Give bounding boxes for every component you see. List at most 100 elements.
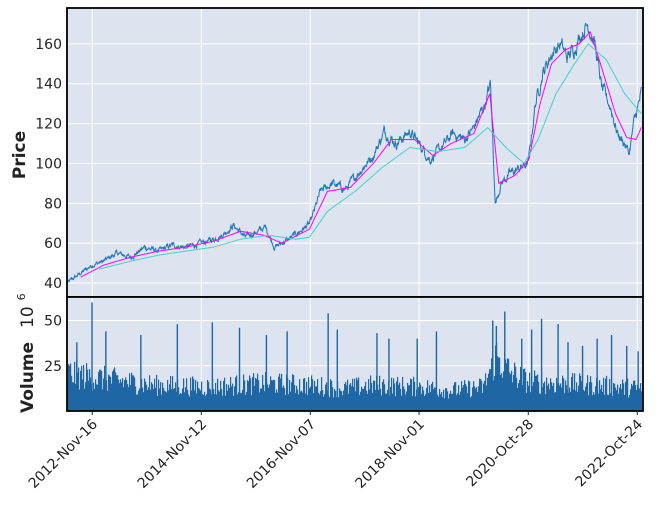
volume-bar <box>227 390 229 411</box>
volume-bar <box>483 383 485 411</box>
volume-bar <box>599 380 601 411</box>
volume-bar <box>243 374 245 411</box>
volume-bar <box>100 369 102 411</box>
volume-bar <box>129 373 131 411</box>
volume-bar <box>105 331 107 411</box>
volume-bar <box>122 378 124 411</box>
volume-bar <box>301 390 303 411</box>
volume-bar <box>224 377 226 411</box>
volume-bar <box>130 385 132 411</box>
volume-bar <box>87 369 89 411</box>
volume-bar <box>543 383 545 411</box>
volume-bar <box>455 382 457 411</box>
volume-bar <box>517 387 519 411</box>
volume-bar <box>570 391 572 411</box>
volume-bar <box>572 373 574 411</box>
volume-bar <box>479 378 481 411</box>
volume-bar <box>627 378 629 411</box>
volume-bar <box>346 385 348 411</box>
volume-bar <box>95 379 97 411</box>
volume-bar <box>380 388 382 411</box>
volume-bar <box>162 382 164 411</box>
volume-bar <box>470 397 472 411</box>
volume-bar <box>431 383 433 411</box>
volume-bar <box>238 327 241 411</box>
volume-bar <box>529 372 531 411</box>
volume-bar <box>249 375 251 411</box>
volume-bar <box>619 387 621 411</box>
volume-bar <box>469 381 471 411</box>
volume-bar <box>244 380 246 411</box>
volume-bar <box>312 379 314 411</box>
volume-bar <box>286 331 288 411</box>
volume-bar <box>275 392 277 411</box>
volume-bar <box>494 376 496 411</box>
volume-bar <box>564 393 566 411</box>
volume-bar <box>240 393 242 411</box>
volume-bar <box>606 375 608 411</box>
volume-bar <box>295 392 297 411</box>
volume-bar <box>427 380 429 411</box>
volume-bar <box>332 387 334 411</box>
volume-bar <box>397 376 399 411</box>
volume-bar <box>302 392 304 411</box>
volume-bar <box>520 366 522 411</box>
volume-bar <box>257 373 259 411</box>
volume-bar <box>593 392 595 411</box>
volume-bar <box>166 392 168 411</box>
volume-bar <box>554 392 556 411</box>
volume-bar <box>268 387 270 411</box>
volume-bar <box>232 383 234 411</box>
volume-bar <box>258 380 260 411</box>
volume-bar <box>503 371 505 411</box>
volume-bar <box>413 376 415 411</box>
volume-bar <box>521 338 523 411</box>
volume-bar <box>159 388 161 411</box>
volume-bar <box>168 390 170 411</box>
volume-bar <box>222 395 224 411</box>
volume-bar <box>259 392 261 411</box>
volume-bar <box>513 374 515 411</box>
volume-bar <box>273 379 275 411</box>
volume-bar <box>242 389 244 411</box>
volume-bar <box>601 384 603 411</box>
volume-bar <box>347 379 349 411</box>
volume-bar <box>474 386 476 411</box>
volume-bar <box>343 390 345 411</box>
volume-bar <box>493 380 495 411</box>
volume-bar <box>536 375 538 411</box>
volume-bar <box>134 377 136 411</box>
volume-bar <box>419 382 421 411</box>
volume-bar <box>353 386 355 411</box>
volume-bar <box>128 387 130 411</box>
volume-bar <box>515 366 517 411</box>
volume-bar <box>194 390 196 411</box>
volume-bar <box>265 335 268 411</box>
volume-bar <box>475 388 477 411</box>
price-gridlines <box>67 8 643 297</box>
volume-bar <box>425 394 427 411</box>
volume-bar <box>327 313 329 411</box>
volume-bar <box>82 379 84 411</box>
price-y-tick-label: 40 <box>44 276 62 292</box>
volume-bar <box>179 394 181 411</box>
volume-bar <box>115 372 117 411</box>
volume-bar <box>109 375 111 411</box>
volume-bar <box>228 384 230 411</box>
volume-bar <box>235 377 237 411</box>
volume-bar <box>143 392 145 411</box>
volume-bar <box>561 387 563 411</box>
volume-bar <box>291 382 293 411</box>
volume-bar <box>422 386 424 411</box>
volume-bar <box>364 386 366 411</box>
volume-bar <box>173 389 175 411</box>
volume-bar <box>445 388 447 411</box>
volume-bar <box>75 383 77 411</box>
volume-bar <box>185 387 187 411</box>
volume-bar <box>586 383 588 411</box>
volume-bar <box>636 389 638 411</box>
volume-bar <box>366 390 368 411</box>
volume-bar <box>594 394 596 411</box>
volume-bar <box>605 378 607 411</box>
volume-bar <box>407 382 409 411</box>
